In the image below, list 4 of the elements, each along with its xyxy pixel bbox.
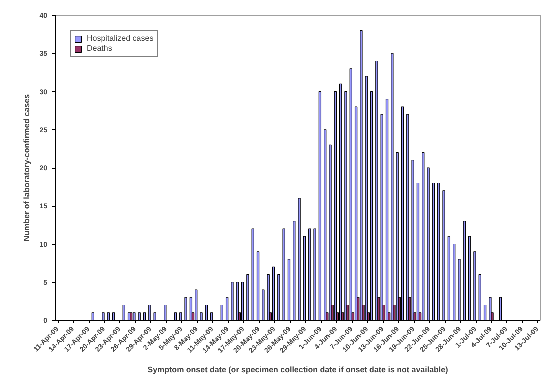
y-axis-title: Number of laboratory-confirmed cases [22, 94, 32, 242]
legend-label: Hospitalized cases [87, 34, 154, 43]
x-axis-title: Symptom onset date (or specimen collection date if onset date is not available) [148, 365, 449, 374]
legend-label: Deaths [87, 44, 112, 53]
